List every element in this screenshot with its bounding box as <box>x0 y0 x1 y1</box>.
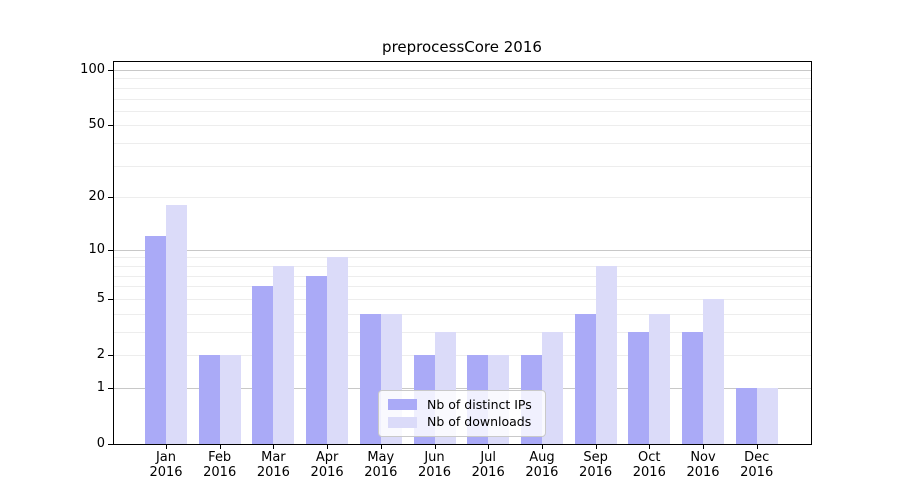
legend-item-downloads: Nb of downloads <box>388 414 536 430</box>
gridline-minor-9 <box>113 257 811 259</box>
x-tick-label-2: Mar 2016 <box>256 450 290 480</box>
x-tick-label-7: Aug 2016 <box>525 450 559 480</box>
x-tick-mark-1 <box>219 445 221 449</box>
x-tick-mark-2 <box>273 445 275 449</box>
x-tick-mark-11 <box>756 445 758 449</box>
x-tick-label-1: Feb 2016 <box>203 450 237 480</box>
legend-label-downloads: Nb of downloads <box>427 414 532 430</box>
bar-distinct_ips-sep <box>574 313 596 444</box>
x-tick-mark-9 <box>649 445 651 449</box>
axis-spine-bottom <box>113 444 812 445</box>
x-tick-label-9: Oct 2016 <box>632 450 666 480</box>
y-tick-mark-10 <box>108 249 113 251</box>
x-tick-mark-5 <box>434 445 436 449</box>
legend-label-distinct_ips: Nb of distinct IPs <box>427 396 532 412</box>
x-tick-mark-8 <box>595 445 597 449</box>
gridline-minor-60 <box>113 110 811 112</box>
y-tick-label-0: 0 <box>96 436 105 451</box>
y-tick-label-100: 100 <box>80 62 105 77</box>
y-tick-mark-100 <box>108 70 113 71</box>
bar-downloads-apr <box>327 257 349 444</box>
y-tick-mark-20 <box>108 197 113 199</box>
bar-downloads-aug <box>541 331 563 444</box>
x-tick-label-11: Dec 2016 <box>740 450 774 480</box>
legend-swatch-distinct_ips <box>388 399 417 411</box>
gridline-minor-7 <box>113 275 811 277</box>
bar-downloads-feb <box>219 355 241 444</box>
y-tick-label-20: 20 <box>88 189 105 205</box>
y-tick-label-10: 10 <box>88 241 105 257</box>
gridline-minor-40 <box>113 143 811 145</box>
bar-distinct_ips-dec <box>735 387 757 444</box>
y-tick-label-1: 1 <box>96 379 105 395</box>
x-tick-mark-3 <box>327 445 329 449</box>
chart-title: preprocessCore 2016 <box>382 38 542 56</box>
axis-spine-top <box>113 61 812 62</box>
gridline-major-10 <box>113 249 811 251</box>
x-tick-label-4: May 2016 <box>364 450 398 480</box>
y-tick-mark-2 <box>108 355 113 356</box>
x-tick-label-8: Sep 2016 <box>579 450 613 480</box>
y-tick-mark-0 <box>108 444 113 445</box>
bar-distinct_ips-oct <box>628 331 650 444</box>
y-tick-mark-50 <box>108 125 113 127</box>
x-tick-label-5: Jun 2016 <box>417 450 452 480</box>
x-tick-mark-6 <box>488 445 490 449</box>
axis-spine-left <box>113 61 114 445</box>
x-tick-label-0: Jan 2016 <box>149 450 183 480</box>
x-tick-label-6: Jul 2016 <box>471 450 505 480</box>
legend-swatch-downloads <box>388 416 417 428</box>
gridline-minor-20 <box>113 197 811 199</box>
bar-distinct_ips-feb <box>198 355 220 444</box>
bar-downloads-oct <box>649 313 671 444</box>
gridline-major-100 <box>113 70 811 71</box>
gridline-minor-50 <box>113 125 811 127</box>
axis-spine-right <box>811 61 812 445</box>
gridline-major-1 <box>113 387 811 389</box>
y-tick-label-50: 50 <box>88 117 105 133</box>
gridline-minor-8 <box>113 265 811 267</box>
gridline-minor-80 <box>113 87 811 89</box>
bar-distinct_ips-nov <box>682 331 703 444</box>
gridline-minor-30 <box>113 165 811 167</box>
x-tick-mark-4 <box>380 445 382 449</box>
bar-downloads-dec <box>756 387 778 444</box>
gridline-minor-5 <box>113 298 811 300</box>
bar-downloads-jan <box>166 205 187 444</box>
plot-area: Nb of distinct IPs Nb of downloads <box>113 61 811 444</box>
y-tick-mark-5 <box>108 298 113 300</box>
bar-distinct_ips-jan <box>145 236 166 444</box>
x-tick-mark-10 <box>703 445 704 449</box>
y-tick-label-5: 5 <box>96 290 105 306</box>
legend: Nb of distinct IPs Nb of downloads <box>378 390 546 437</box>
bar-distinct_ips-may <box>359 313 381 444</box>
bar-distinct_ips-apr <box>306 275 328 444</box>
gridline-minor-70 <box>113 98 811 100</box>
gridline-minor-4 <box>113 313 811 315</box>
x-tick-mark-7 <box>541 445 543 449</box>
x-tick-label-3: Apr 2016 <box>310 450 344 480</box>
x-tick-label-10: Nov 2016 <box>686 450 720 480</box>
y-tick-label-2: 2 <box>96 347 105 362</box>
bar-distinct_ips-mar <box>252 286 274 444</box>
bar-downloads-sep <box>595 265 617 444</box>
gridline-minor-90 <box>113 78 811 80</box>
bar-downloads-nov <box>703 298 724 444</box>
y-tick-mark-1 <box>108 387 113 389</box>
gridline-minor-2 <box>113 355 811 356</box>
x-tick-mark-0 <box>166 445 167 449</box>
gridline-minor-3 <box>113 331 811 333</box>
bar-downloads-mar <box>273 265 295 444</box>
legend-item-distinct_ips: Nb of distinct IPs <box>388 397 536 413</box>
gridline-minor-6 <box>113 286 811 288</box>
